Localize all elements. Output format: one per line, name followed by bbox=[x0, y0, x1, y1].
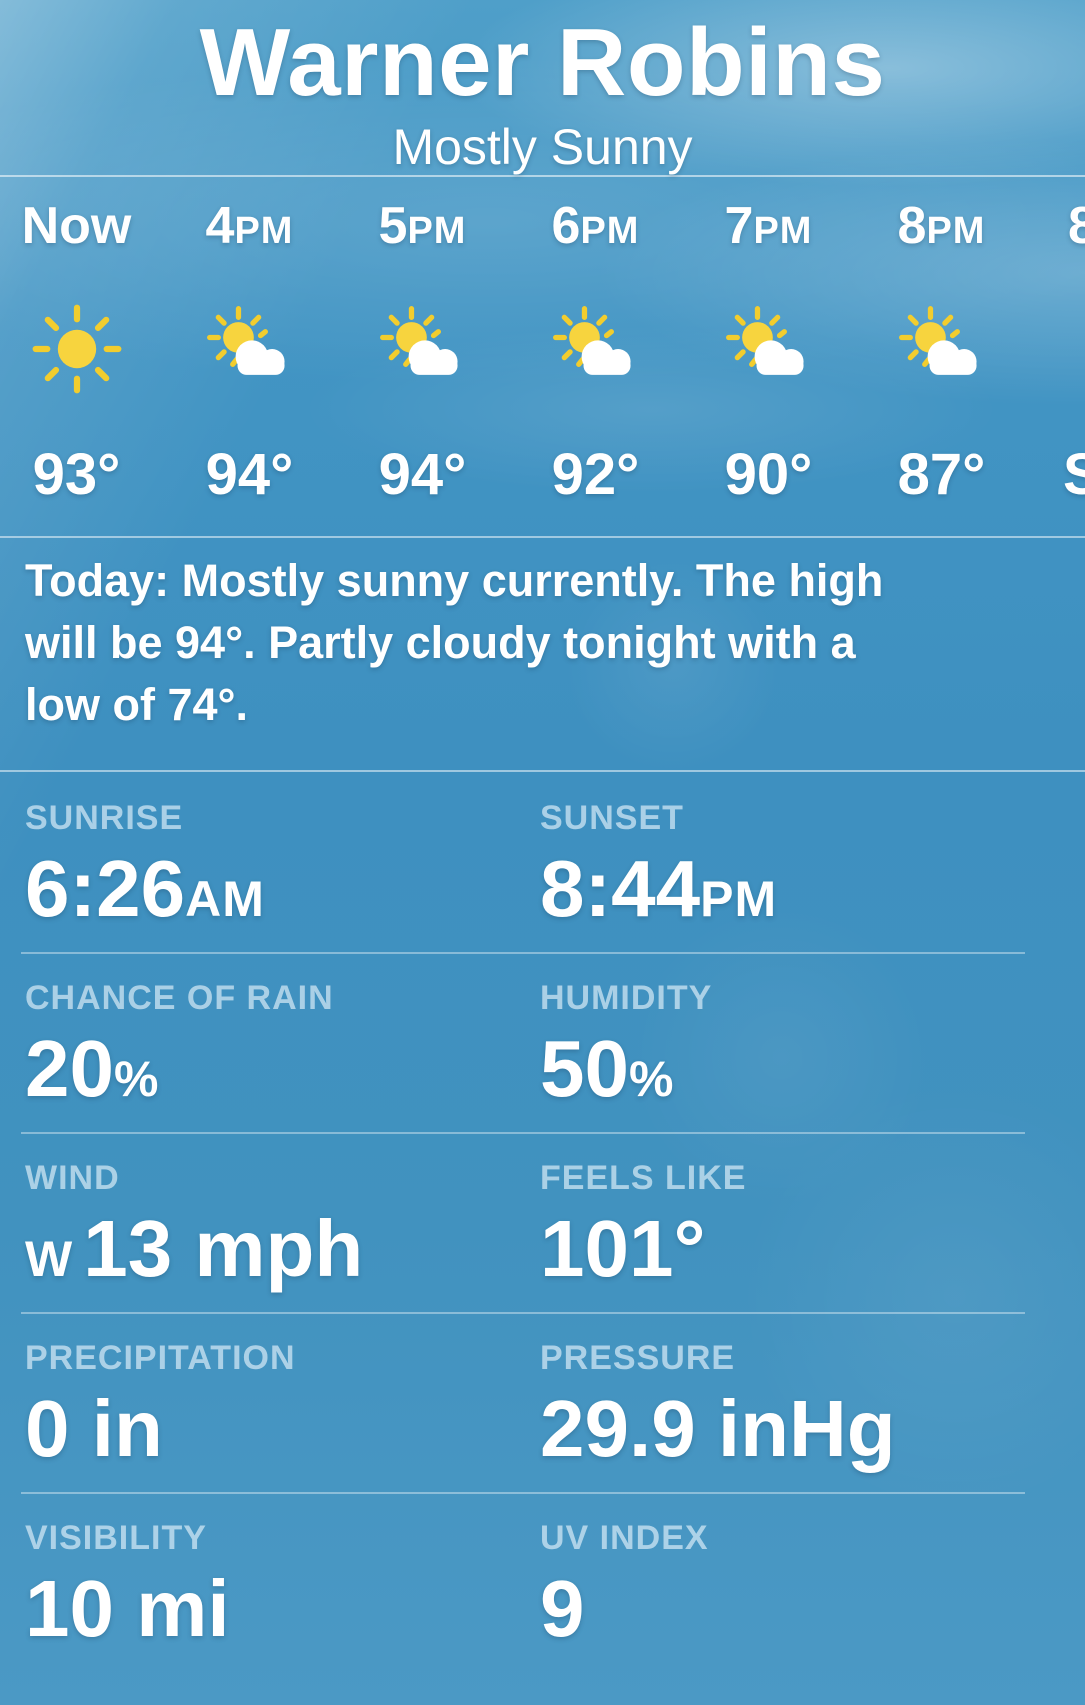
stat-label: UV INDEX bbox=[540, 1519, 709, 1557]
stat-row-wind-feelslike: WIND W 13 mph FEELS LIKE 101° bbox=[0, 1132, 1085, 1312]
hour-time-label: 4PM bbox=[205, 197, 294, 255]
stat-value: 8:44PM bbox=[540, 844, 778, 933]
stat-uv-index: UV INDEX 9 bbox=[540, 1492, 1085, 1672]
stat-row-precip-pressure: PRECIPITATION 0 in PRESSURE 29.9 inHg bbox=[0, 1312, 1085, 1492]
stat-label: SUNRISE bbox=[25, 799, 184, 837]
summary-line: Today: Mostly sunny currently. The high bbox=[25, 555, 884, 606]
hour-temperature: 94° bbox=[205, 442, 294, 507]
value-suffix: AM bbox=[185, 871, 265, 927]
condition-subtitle: Mostly Sunny bbox=[392, 119, 693, 175]
stat-precipitation: PRECIPITATION 0 in bbox=[0, 1312, 540, 1492]
stat-value: 0 in bbox=[25, 1384, 163, 1473]
partly-cloudy-icon bbox=[336, 304, 509, 394]
hour-time-label: 6PM bbox=[551, 197, 640, 255]
stat-chance-of-rain: CHANCE OF RAIN 20% bbox=[0, 952, 540, 1132]
stat-wind: WIND W 13 mph bbox=[0, 1132, 540, 1312]
stat-value: 101° bbox=[540, 1204, 706, 1293]
stat-sunrise: SUNRISE 6:26AM bbox=[0, 772, 540, 952]
stat-label: PRESSURE bbox=[540, 1339, 736, 1377]
time-suffix: PM bbox=[407, 210, 467, 252]
location-header: Warner Robins Mostly Sunny bbox=[0, 0, 1085, 176]
wind-direction: W bbox=[25, 1231, 74, 1287]
stat-label: SUNSET bbox=[540, 799, 684, 837]
stat-label: VISIBILITY bbox=[25, 1519, 207, 1557]
time-suffix: PM bbox=[234, 210, 294, 252]
stat-value: 50% bbox=[540, 1024, 675, 1113]
location-title: Warner Robins bbox=[199, 9, 886, 116]
hour-column-8pm: 8PM bbox=[855, 177, 1028, 506]
hour-time-label: 7PM bbox=[724, 197, 813, 255]
stat-label: WIND bbox=[25, 1159, 120, 1197]
stat-row-visibility-uv: VISIBILITY 10 mi UV INDEX 9 bbox=[0, 1492, 1085, 1672]
stat-pressure: PRESSURE 29.9 inHg bbox=[540, 1312, 1085, 1492]
time-suffix: PM bbox=[926, 210, 986, 252]
stat-value: 9 bbox=[540, 1564, 585, 1653]
hour-time-label: 5PM bbox=[378, 197, 467, 255]
hour-column-4pm: 4PM bbox=[163, 177, 336, 506]
hour-time-label: 8:44PM bbox=[1063, 198, 1085, 259]
stat-row-sun: SUNRISE 6:26AM SUNSET 8:44PM bbox=[0, 772, 1085, 952]
hour-column-5pm: 5PM bbox=[336, 177, 509, 506]
time-suffix: PM bbox=[580, 210, 640, 252]
stat-sunset: SUNSET 8:44PM bbox=[540, 772, 1085, 952]
daily-summary: Today: Mostly sunny currently. The high … bbox=[0, 536, 1085, 770]
summary-line: low of 74°. bbox=[25, 679, 249, 730]
stat-row-rain-humidity: CHANCE OF RAIN 20% HUMIDITY 50% bbox=[0, 952, 1085, 1132]
stat-visibility: VISIBILITY 10 mi bbox=[0, 1492, 540, 1672]
hour-temperature: 92° bbox=[551, 442, 640, 507]
stat-value: 29.9 inHg bbox=[540, 1384, 896, 1473]
stat-value: 6:26AM bbox=[25, 844, 265, 933]
sunny-icon bbox=[0, 304, 163, 394]
stat-label: HUMIDITY bbox=[540, 979, 713, 1017]
stat-label: CHANCE OF RAIN bbox=[25, 979, 334, 1017]
value-suffix: % bbox=[113, 1051, 160, 1107]
hour-column-now: Now 93° bbox=[0, 177, 163, 506]
hourly-forecast-row: Now 93° 4PM bbox=[0, 177, 1085, 506]
stat-feels-like: FEELS LIKE 101° bbox=[540, 1132, 1085, 1312]
sunset-icon bbox=[1063, 304, 1085, 394]
hour-temperature: 90° bbox=[724, 442, 813, 507]
hour-time-label: 8PM bbox=[897, 197, 986, 255]
stat-value: W 13 mph bbox=[25, 1204, 364, 1293]
hour-temperature: 94° bbox=[378, 442, 467, 507]
hour-column-6pm: 6PM bbox=[509, 177, 682, 506]
stat-label: FEELS LIKE bbox=[540, 1159, 747, 1197]
partly-cloudy-icon bbox=[855, 304, 1028, 394]
partly-cloudy-icon bbox=[509, 304, 682, 394]
hour-time-label: Now bbox=[21, 197, 132, 255]
hour-temperature: 93° bbox=[32, 442, 121, 507]
hour-column-7pm: 7PM bbox=[682, 177, 855, 506]
hourly-forecast-scroller[interactable]: Now 93° 4PM bbox=[0, 175, 1085, 536]
time-suffix: PM bbox=[753, 210, 813, 252]
stat-humidity: HUMIDITY 50% bbox=[540, 952, 1085, 1132]
weather-details-grid: SUNRISE 6:26AM SUNSET 8:44PM CHANCE OF R… bbox=[0, 770, 1085, 1672]
hour-temperature: 87° bbox=[897, 442, 986, 507]
partly-cloudy-icon bbox=[682, 304, 855, 394]
summary-line: will be 94°. Partly cloudy tonight with … bbox=[25, 617, 856, 668]
partly-cloudy-icon bbox=[163, 304, 336, 394]
stat-value: 10 mi bbox=[25, 1564, 230, 1653]
value-suffix: PM bbox=[700, 871, 778, 927]
stat-label: PRECIPITATION bbox=[25, 1339, 296, 1377]
value-suffix: % bbox=[628, 1051, 675, 1107]
stat-value: 20% bbox=[25, 1024, 160, 1113]
hour-column-sunset: 8:44PM Sunset bbox=[1063, 177, 1085, 506]
sunset-label: Sunset bbox=[1063, 444, 1085, 506]
